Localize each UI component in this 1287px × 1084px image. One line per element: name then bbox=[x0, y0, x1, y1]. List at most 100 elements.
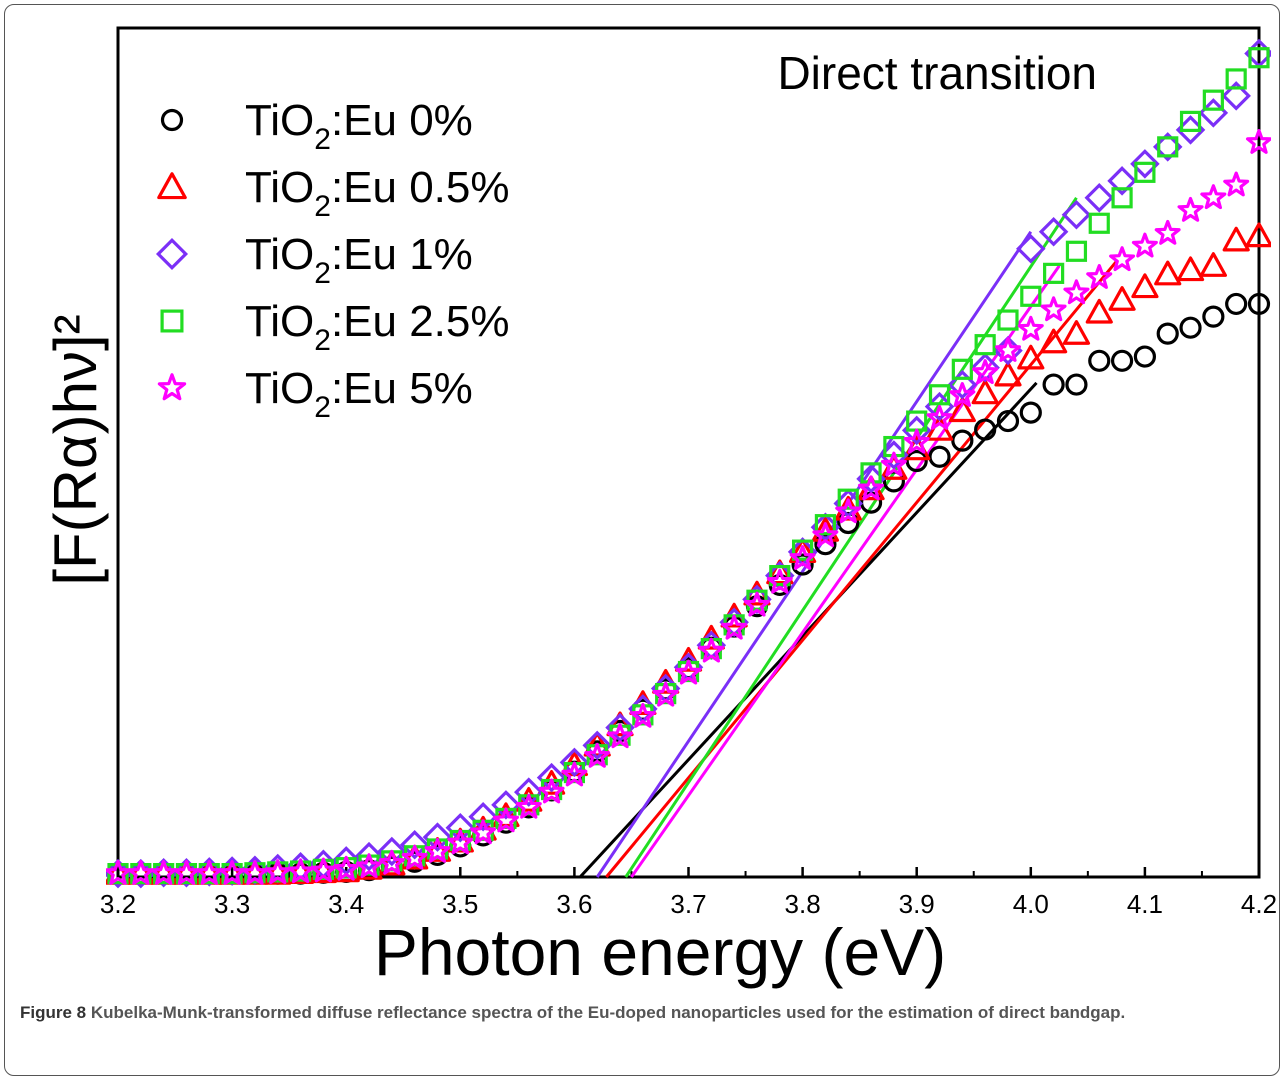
data-point bbox=[127, 859, 154, 885]
data-point bbox=[356, 853, 382, 879]
data-point bbox=[106, 859, 131, 885]
data-point bbox=[196, 859, 223, 885]
data-point bbox=[928, 384, 951, 406]
series-star bbox=[106, 129, 1271, 885]
data-point bbox=[857, 475, 885, 501]
data-point bbox=[559, 747, 590, 778]
data-point bbox=[948, 397, 976, 423]
data-point bbox=[835, 498, 862, 524]
x-tick-labels: 3.2 3.3 3.4 3.5 3.6 3.7 3.8 3.9 4.0 4.1 4.2 bbox=[100, 889, 1277, 919]
data-point bbox=[905, 449, 928, 473]
data-point bbox=[947, 369, 978, 400]
data-point bbox=[974, 418, 997, 441]
data-point bbox=[1131, 232, 1158, 258]
data-point bbox=[1019, 401, 1042, 424]
data-point bbox=[970, 352, 1000, 383]
legend-label: TiO2:Eu 0.5% bbox=[245, 163, 510, 223]
data-point bbox=[1040, 296, 1067, 322]
data-point bbox=[1065, 240, 1088, 262]
data-point bbox=[629, 702, 656, 728]
data-point bbox=[814, 514, 837, 536]
data-point bbox=[974, 334, 996, 356]
data-point bbox=[1086, 264, 1113, 289]
legend: TiO2:Eu 0% TiO2:Eu 0.5% TiO2:Eu 1% TiO2:Eu … bbox=[155, 96, 510, 424]
legend-marker bbox=[160, 309, 184, 333]
kubelka-munk-chart: 3.2 3.3 3.4 3.5 3.6 3.7 3.8 3.9 4.0 4.1 4.2 TiO2:E… bbox=[42, 26, 1277, 989]
data-point bbox=[880, 451, 907, 477]
data-point bbox=[996, 409, 1020, 433]
data-point bbox=[1065, 373, 1088, 396]
data-point bbox=[1017, 344, 1045, 370]
data-point bbox=[1133, 345, 1157, 368]
data-point bbox=[997, 309, 1019, 331]
data-point bbox=[584, 742, 611, 768]
data-point bbox=[971, 379, 999, 405]
data-point bbox=[1154, 260, 1182, 286]
data-point bbox=[561, 761, 588, 787]
data-point bbox=[791, 539, 814, 561]
caption-label: Figure 8 bbox=[20, 1003, 87, 1022]
data-point bbox=[491, 790, 521, 820]
data-point bbox=[1221, 81, 1251, 111]
data-point bbox=[769, 565, 791, 587]
data-point bbox=[515, 793, 542, 819]
data-point bbox=[605, 712, 635, 743]
x-tick-label: 3.5 bbox=[442, 889, 478, 919]
data-point bbox=[789, 544, 816, 570]
data-point bbox=[951, 358, 973, 380]
legend-marker bbox=[155, 237, 189, 271]
chart-annotation: Direct transition bbox=[777, 47, 1097, 99]
data-point bbox=[860, 462, 882, 484]
plot-area-border bbox=[116, 26, 1261, 879]
data-point bbox=[743, 591, 771, 617]
data-point bbox=[173, 859, 200, 885]
data-point bbox=[1222, 226, 1250, 252]
x-tick-label: 4.0 bbox=[1013, 889, 1049, 919]
data-point bbox=[1108, 286, 1136, 311]
data-point bbox=[972, 359, 999, 384]
data-point bbox=[1247, 292, 1271, 316]
legend-entry: TiO2:Eu 2.5% bbox=[160, 297, 510, 357]
figure-frame bbox=[4, 4, 1280, 1076]
data-point bbox=[241, 859, 268, 885]
data-point bbox=[1156, 322, 1179, 345]
data-point bbox=[766, 568, 793, 594]
data-point bbox=[1154, 219, 1181, 245]
data-point bbox=[538, 778, 565, 804]
data-point bbox=[1131, 273, 1159, 299]
data-point bbox=[1248, 47, 1270, 69]
data-point bbox=[468, 801, 498, 832]
data-point bbox=[994, 361, 1022, 387]
data-point bbox=[447, 829, 474, 855]
data-point bbox=[1061, 200, 1092, 230]
data-point bbox=[1157, 136, 1179, 158]
data-point bbox=[445, 812, 476, 843]
figure-caption: Figure 8 Kubelka-Munk-transformed diffus… bbox=[20, 1000, 1278, 1026]
data-point bbox=[949, 382, 976, 407]
fit-line bbox=[605, 260, 1118, 878]
data-point bbox=[582, 730, 612, 761]
data-point bbox=[1088, 349, 1111, 372]
data-point bbox=[951, 429, 974, 452]
x-tick-label: 3.3 bbox=[214, 889, 250, 919]
data-point bbox=[1130, 149, 1160, 179]
data-point bbox=[1017, 315, 1044, 341]
data-point bbox=[928, 445, 951, 468]
data-point bbox=[1109, 246, 1136, 272]
data-point bbox=[994, 337, 1022, 362]
legend-entry: TiO2:Eu 5% bbox=[157, 364, 473, 424]
legend-marker bbox=[160, 108, 184, 132]
data-point bbox=[333, 855, 360, 881]
data-point bbox=[926, 404, 953, 430]
data-point bbox=[264, 859, 291, 885]
legend-label: TiO2:Eu 0% bbox=[245, 96, 473, 156]
data-point bbox=[424, 837, 451, 863]
data-point bbox=[1063, 279, 1090, 305]
data-point bbox=[150, 859, 177, 885]
data-point bbox=[423, 837, 452, 862]
data-points bbox=[106, 38, 1271, 889]
data-point bbox=[791, 553, 814, 576]
data-point bbox=[766, 559, 794, 585]
data-point bbox=[1088, 212, 1110, 234]
data-point bbox=[513, 777, 544, 807]
